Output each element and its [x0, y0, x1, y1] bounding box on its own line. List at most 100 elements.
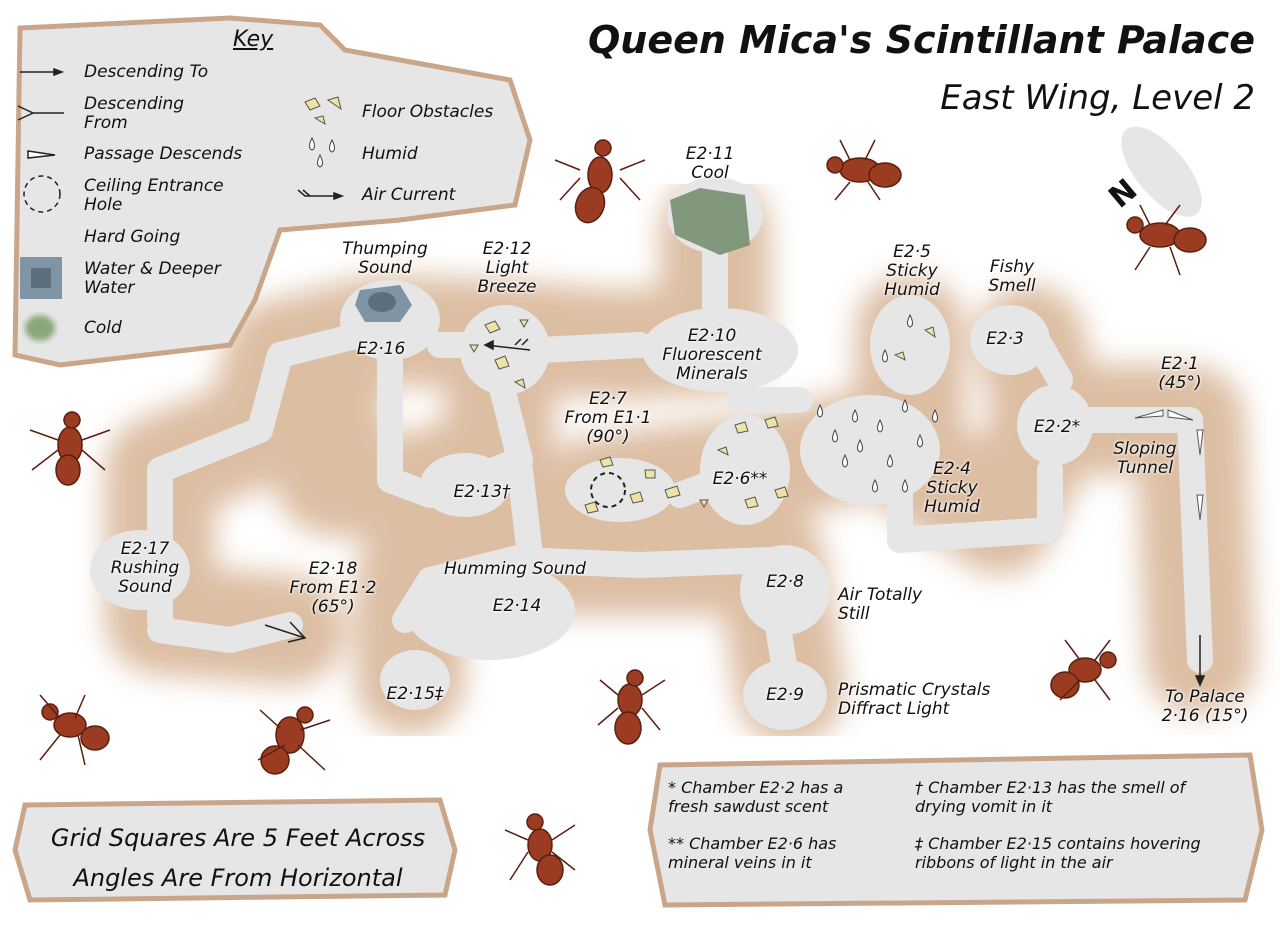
chamber-label-e2-4: E2·4 Sticky Humid [924, 460, 980, 517]
chamber-label-line: E2·12 [482, 239, 532, 259]
key-heading: Key [233, 27, 274, 52]
chamber-label-line: Smell [988, 276, 1036, 296]
chamber-label-e2-12: E2·12 Light Breeze [478, 240, 537, 297]
chamber-label-line: Breeze [477, 277, 537, 297]
chamber-label-line: E2·1 [1161, 354, 1199, 374]
ant-icon [29, 411, 111, 486]
footnote-line: fresh sawdust scent [668, 797, 829, 816]
chamber-label-e2-11: E2·11 Cool [686, 145, 735, 183]
footnote-line: ‡ Chamber E2·15 contains hovering [915, 834, 1201, 853]
scale-note-line: Grid Squares Are 5 Feet Across [50, 824, 426, 852]
ant-icon [504, 813, 576, 886]
chamber-label-line: Cool [691, 163, 729, 183]
key-label: Descending From [84, 94, 185, 133]
chamber-label-line: To Palace [1165, 687, 1245, 707]
descending-from-fork [264, 621, 307, 643]
wedge-icon [27, 150, 56, 159]
descending-to-arrow [1194, 635, 1206, 687]
chamber-label-line: E2·5 [893, 242, 931, 262]
footnote-line: † Chamber E2·13 has the smell of [915, 778, 1186, 797]
key-label: Water & Deeper Water [84, 259, 221, 298]
chamber-label-e2-7: E2·7 From E1·1 (90°) [565, 390, 652, 447]
chamber-label-e2-14: E2·14 [493, 597, 542, 616]
chamber-label-line: Prismatic Crystals [838, 680, 991, 700]
floor-obstacles [469, 319, 936, 514]
chamber-label-line: Diffract Light [838, 699, 950, 719]
chamber-label-e2-6: E2·6** [713, 470, 768, 489]
footnote-line: ribbons of light in the air [915, 853, 1113, 872]
scale-panel [12, 797, 458, 903]
chamber-label-sloping: Sloping Tunnel [1114, 440, 1177, 478]
chamber-label-line: E2·16 [356, 339, 406, 359]
key-label: Humid [362, 144, 418, 164]
map-title: Queen Mica's Scintillant Palace [587, 18, 1255, 62]
chamber-label-line: Still [838, 604, 870, 624]
chamber-label-line: 2·16 (15°) [1161, 706, 1249, 726]
chamber-label-line: Sticky [926, 478, 978, 498]
cold-patch [670, 188, 750, 255]
chamber-label-e2-17: E2·17 Rushing Sound [111, 540, 180, 597]
chamber-label-e2-9: E2·9 [766, 686, 804, 705]
key-label: Hard Going [84, 227, 181, 247]
key-label: Air Current [362, 185, 456, 205]
scale-note: Grid Squares Are 5 Feet Across Angles Ar… [38, 818, 438, 898]
footnote: ‡ Chamber E2·15 contains hovering ribbons… [915, 834, 1201, 872]
chamber-label-line: Humid [884, 280, 940, 300]
chamber-label-line: Sloping [1113, 439, 1177, 459]
crystals-icon [304, 96, 342, 126]
chamber-label-line: E2·18 [308, 559, 358, 579]
chamber-label-humming: Humming Sound [444, 560, 586, 579]
chamber-label-e2-8: E2·8 [766, 573, 804, 592]
chamber-label-line: E2·4 [933, 459, 971, 479]
chamber-label-line: Minerals [676, 364, 748, 384]
chamber-label-line: Fishy [989, 257, 1035, 277]
key-label: Floor Obstacles [362, 102, 494, 122]
air-current-icon [297, 189, 335, 197]
chamber-label-line: E2·6** [712, 469, 768, 489]
chamber-label-e2-3: E2·3 [986, 330, 1024, 349]
key-icons [17, 67, 345, 341]
chamber-label-line: E2·10 [687, 326, 737, 346]
chamber-label-e2-2: E2·2* [1034, 418, 1080, 437]
ant-icon [554, 139, 646, 224]
droplets-icon [309, 136, 335, 168]
chamber-label-line: E2·7 [589, 389, 627, 409]
chamber-label-line: From E1·2 [289, 578, 377, 598]
chamber-label-e2-16: E2·16 [357, 340, 406, 359]
chamber-label-still: Air Totally Still [838, 586, 922, 624]
footnote: † Chamber E2·13 has the smell of drying v… [915, 778, 1185, 816]
chamber-label-prismatic: Prismatic Crystals Diffract Light [838, 681, 990, 719]
humid-droplets [817, 313, 938, 493]
chamber-label-line: Rushing [110, 558, 180, 578]
chamber-label-line: Sound [358, 258, 412, 278]
chamber-label-line: (45°) [1158, 373, 1202, 393]
ant-icon [39, 694, 110, 766]
chamber-label-line: Humid [924, 497, 980, 517]
ant-icon [597, 669, 666, 745]
chamber-label-line: (65°) [311, 597, 355, 617]
chamber-label-line: E2·17 [120, 539, 170, 559]
ceiling-entrance-hole [590, 472, 626, 508]
chamber-label-line: E2·15‡ [386, 684, 444, 704]
chamber-label-line: E2·13† [453, 482, 511, 502]
chamber-label-thumping: Thumping Sound [342, 240, 428, 278]
chamber-label-line: (90°) [586, 427, 630, 447]
key-label: Descending To [84, 62, 209, 82]
chamber-label-line: E2·9 [766, 685, 804, 705]
footnote-panel [647, 752, 1265, 908]
key-label: Passage Descends [84, 144, 243, 164]
footnote-line: drying vomit in it [915, 797, 1053, 816]
chamber-label-to-palace: To Palace 2·16 (15°) [1162, 688, 1249, 726]
scale-note-line: Angles Are From Horizontal [73, 864, 403, 892]
passage-descends-wedges [1134, 409, 1204, 521]
ant-icon [1126, 204, 1207, 276]
chamber-label-e2-10: E2·10 Fluorescent Minerals [662, 327, 761, 384]
chamber-label-line: From E1·1 [564, 408, 652, 428]
deep-water [368, 292, 396, 312]
footnote: ** Chamber E2·6 has mineral veins in it [668, 834, 836, 872]
map-subtitle: East Wing, Level 2 [940, 78, 1255, 118]
chamber-label-e2-15: E2·15‡ [386, 685, 443, 704]
chamber-label-line: Light [485, 258, 529, 278]
key-label: Cold [84, 318, 122, 338]
chamber-label-e2-13: E2·13† [453, 483, 510, 502]
